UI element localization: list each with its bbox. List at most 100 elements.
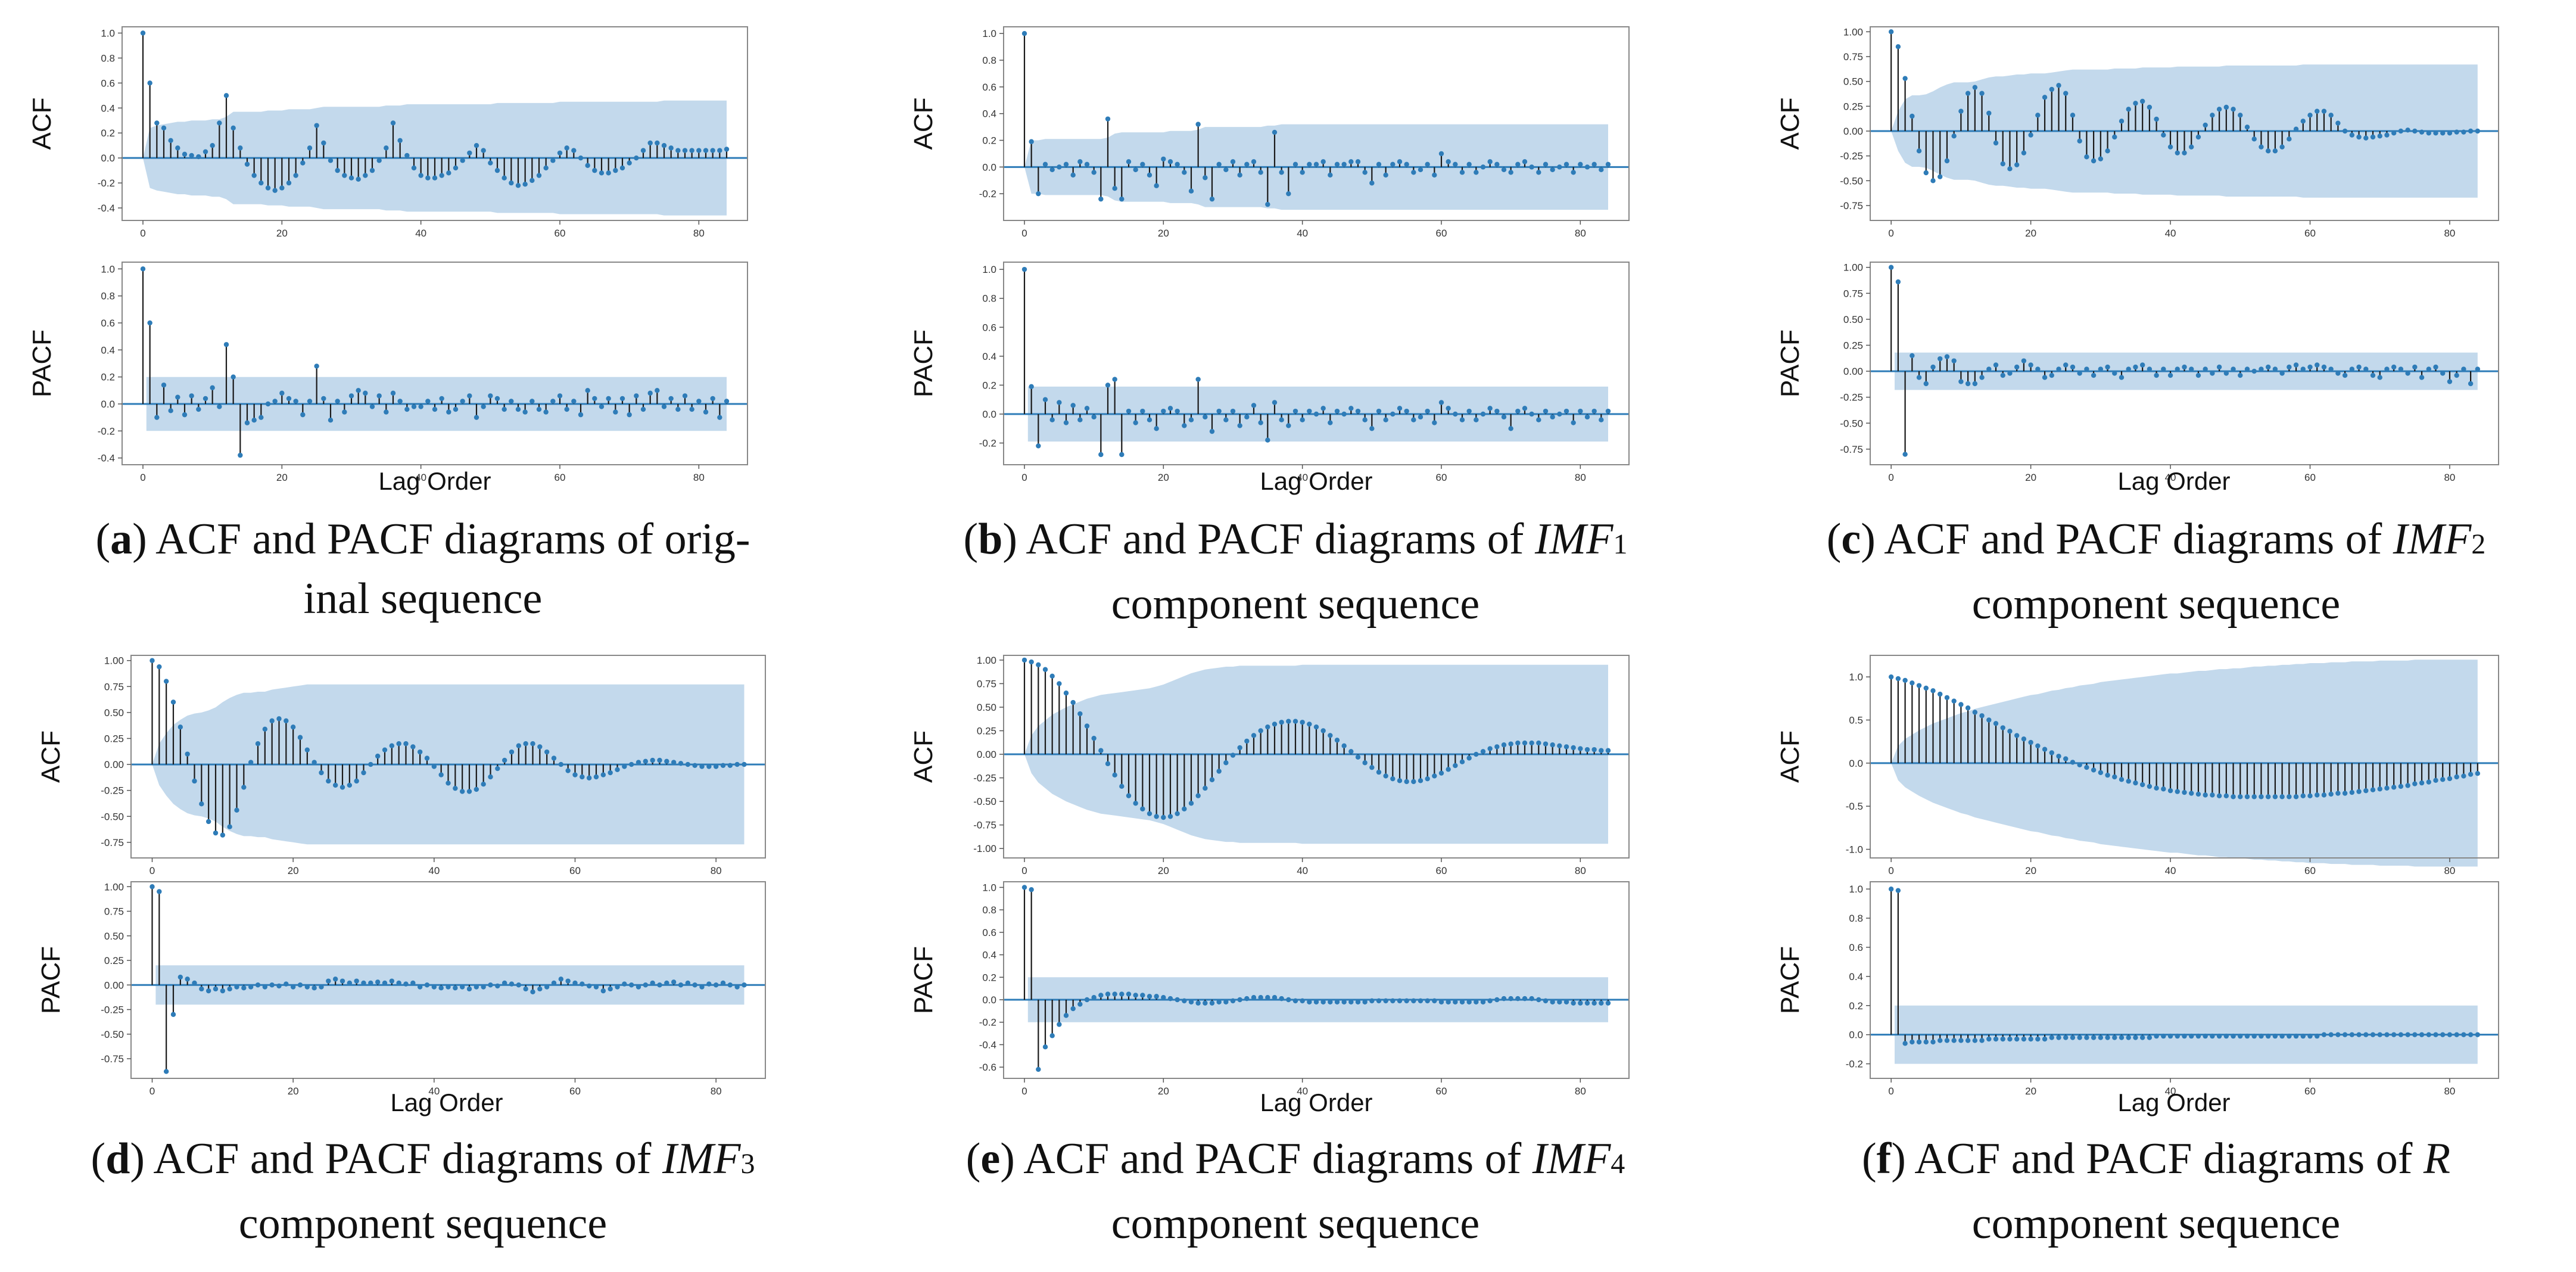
panel-d-pacf-marker <box>650 980 655 986</box>
panel-f-pacf-marker <box>2063 1035 2069 1040</box>
panel-a-acf-marker <box>550 158 556 163</box>
panel-d-acf-marker <box>692 763 697 769</box>
panel-a-pacf-marker <box>571 399 577 404</box>
panel-c-acf-marker <box>2475 128 2481 134</box>
panel-b-acf-xtick-label: 40 <box>1297 228 1308 239</box>
panel-d-pacf-marker <box>424 982 430 988</box>
panel-d-acf-marker <box>727 763 733 769</box>
panel-a-pacf-marker <box>230 374 236 380</box>
panel-f-pacf-marker <box>1923 1039 1929 1045</box>
panel-e-acf-marker <box>1313 724 1319 730</box>
panel-d-pacf-marker <box>304 984 310 990</box>
panel-e-acf-ytick-label: 1.00 <box>977 655 996 666</box>
panel-b-acf-xtick-label: 60 <box>1436 228 1447 239</box>
panel-a-acf-marker <box>536 173 542 178</box>
panel-e-pacf-marker <box>1599 1000 1604 1006</box>
panel-b-pacf-marker <box>1557 411 1562 417</box>
panel-e-pacf-marker <box>1605 1000 1611 1006</box>
panel-e-pacf-marker <box>1161 995 1166 1000</box>
panel-b-pacf-marker <box>1446 406 1451 411</box>
panel-d-pacf-marker <box>488 982 493 988</box>
panel-a-pacf-marker <box>647 390 653 396</box>
panel-c-acf-marker <box>2049 86 2054 92</box>
panel-f-pacf-marker <box>2461 1032 2466 1037</box>
panel-d-pacf-marker <box>297 982 303 988</box>
panel-d-acf-marker <box>234 807 239 813</box>
panel-c-pacf-ytick-label: 1.00 <box>1843 262 1863 273</box>
panel-e-pacf-marker <box>1550 999 1555 1004</box>
panel-e-acf-marker <box>1203 785 1208 791</box>
panel-b-acf-marker <box>1049 167 1055 173</box>
panel-d-pacf-marker <box>459 984 465 990</box>
panel-f-acf-xtick-label: 40 <box>2165 865 2176 876</box>
panel-b-pacf-marker <box>1487 406 1493 411</box>
panel-e-pacf-marker <box>1411 998 1416 1004</box>
panel-e-pacf-marker <box>1480 999 1486 1004</box>
panel-d-acf-ytick-label: 1.00 <box>104 655 124 667</box>
panel-e-acf-marker <box>1216 769 1222 774</box>
panel-e-pacf-marker <box>1563 999 1569 1004</box>
panel-b-acf-marker <box>1272 129 1278 135</box>
panel-a-acf-marker <box>599 170 605 176</box>
panel-b-acf-marker <box>1571 170 1576 175</box>
panel-f-pacf-marker <box>2126 1035 2131 1040</box>
panel-e-acf-marker <box>1292 719 1298 724</box>
panel-a-acf-marker <box>634 155 639 161</box>
panel-c-pacf-marker <box>2063 362 2069 368</box>
panel-a-acf-marker <box>585 163 590 168</box>
panel-b-acf-marker <box>1036 191 1041 197</box>
caption-a: (a) ACF and PACF diagrams of orig- inal … <box>6 509 840 629</box>
panel-d-pacf-xtick-label: 20 <box>288 1086 299 1097</box>
panel-e-pacf-marker <box>1029 887 1034 892</box>
panel-b-acf-marker <box>1438 151 1444 157</box>
panel-b-acf-marker <box>1126 159 1132 164</box>
panel-a-pacf-marker <box>640 406 646 412</box>
panel-e-acf-marker <box>1126 793 1132 798</box>
panel-a-acf-marker <box>710 148 715 153</box>
panel-f-pacf-ytick-label: 0.2 <box>1849 1000 1863 1012</box>
panel-f-acf-marker <box>2244 794 2250 800</box>
caption-f: (f) ACF and PACF diagrams of R component… <box>1739 1129 2573 1254</box>
panel-e-acf-xtick-label: 80 <box>1575 865 1586 876</box>
panel-e-acf-marker <box>1328 733 1333 738</box>
panel-e-acf-marker <box>1091 735 1097 741</box>
panel-d-pacf-xtick-label: 40 <box>428 1086 440 1097</box>
caption-d: (d) ACF and PACF diagrams of IMF3 compon… <box>6 1129 840 1254</box>
panel-f-pacf-xtick-label: 40 <box>2165 1086 2176 1097</box>
panel-a-acf-marker <box>668 145 674 151</box>
panel-f-acf-marker <box>2315 792 2320 798</box>
panel-f-pacf-marker <box>2084 1035 2089 1040</box>
panel-e-pacf-marker <box>1557 999 1562 1004</box>
panel-d-acf-marker <box>720 763 726 769</box>
panel-e-acf-ytick-label: -1.00 <box>973 843 996 854</box>
panel-b-acf-marker <box>1154 183 1159 188</box>
panel-f-acf-marker <box>2021 736 2027 742</box>
panel-c-acf-marker <box>1902 76 1908 81</box>
panel-a-pacf-marker <box>244 420 250 425</box>
panel-f-acf-xtick-label: 20 <box>2025 865 2036 876</box>
panel-e-acf-marker <box>1362 760 1368 766</box>
panel-e-acf-marker <box>1098 748 1104 753</box>
panel-b-pacf-marker <box>1320 406 1326 411</box>
panel-a-acf-marker <box>619 165 625 171</box>
panel-a-pacf-marker <box>321 396 326 402</box>
panel-f-acf-marker <box>2405 783 2410 788</box>
panel-f-acf-marker <box>1895 676 1901 682</box>
panel-b-pacf-marker <box>1438 400 1444 405</box>
panel-f-acf-marker <box>2454 774 2459 780</box>
panel-b-pacf-marker <box>1098 452 1104 458</box>
panel-f-acf-marker <box>1910 680 1915 686</box>
panel-c-pacf-marker <box>2238 372 2243 378</box>
panel-a-pacf-xtick-label: 20 <box>276 472 288 483</box>
panel-e-acf-marker <box>1188 801 1194 806</box>
panel-f-acf-marker <box>2049 750 2054 755</box>
panel-f-pacf-marker <box>1993 1036 1999 1042</box>
panel-c-acf-xtick-label: 60 <box>2304 228 2316 239</box>
panel-f-acf-marker <box>1916 683 1922 688</box>
panel-e-pacf-marker <box>1369 998 1375 1004</box>
panel-d-pacf-marker <box>628 982 634 988</box>
panel-a-acf-marker <box>147 80 152 86</box>
panel-c-acf-marker <box>2147 104 2153 110</box>
panel-d-acf-ytick-label: 0.75 <box>104 681 124 692</box>
panel-e-pacf-marker <box>1077 1002 1083 1007</box>
